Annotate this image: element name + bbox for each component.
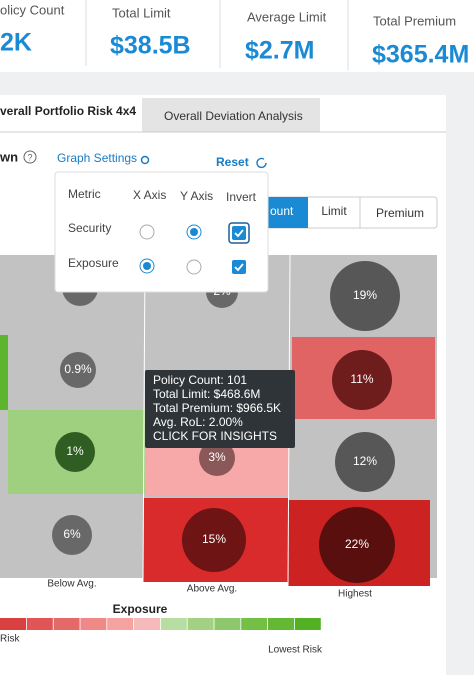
radio[interactable] (186, 259, 202, 275)
tab-active[interactable] (0, 96, 142, 132)
legend-swatch (53, 618, 80, 630)
bubble (199, 440, 235, 476)
stat-value: $38.5B (110, 32, 191, 60)
x-label: Highest (338, 589, 372, 600)
x-label: Above Avg. (187, 584, 237, 595)
legend-swatch (187, 618, 214, 630)
bubble-label: 12% (353, 454, 377, 468)
popup-header: Y Axis (180, 189, 213, 203)
tab-label: verall Portfolio Risk 4x4 (0, 104, 136, 118)
checkbox[interactable] (232, 260, 246, 274)
legend-swatch (26, 618, 53, 630)
bubble (332, 350, 392, 410)
gear-icon (140, 155, 150, 165)
radio[interactable] (139, 224, 155, 240)
stat-label: olicy Count (0, 2, 65, 17)
tab-label: Overall Deviation Analysis (164, 109, 303, 123)
radio-dot (143, 262, 151, 270)
radio-dot (190, 228, 198, 236)
stat-label: Total Limit (112, 5, 171, 20)
legend-label: Lowest Risk (268, 645, 323, 656)
bubble (55, 432, 95, 472)
tooltip[interactable] (145, 370, 295, 448)
x-axis-title: Exposure (113, 602, 168, 616)
legend-swatch (268, 618, 294, 630)
dividers (85, 0, 349, 70)
check (234, 263, 244, 272)
legend-label: Risk (0, 634, 20, 645)
tooltip-line: Total Premium: $966.5K (153, 401, 281, 415)
settings-link[interactable]: Graph Settings (57, 151, 137, 165)
legend-swatch (107, 618, 134, 630)
reset-link[interactable]: Reset (216, 155, 249, 169)
tooltip-line: Avg. RoL: 2.00% (153, 415, 243, 429)
bubble-label: 19% (353, 288, 377, 302)
checkbox-focus (228, 222, 250, 244)
check (234, 229, 244, 238)
stat-label: Average Limit (247, 9, 327, 24)
tooltip-line: CLICK FOR INSIGHTS (153, 429, 277, 443)
checkbox[interactable] (232, 226, 246, 240)
bubble (60, 352, 96, 388)
bubble-label: 6% (63, 527, 81, 541)
bubble (52, 515, 92, 555)
section-title: wn (0, 149, 18, 164)
bubble (182, 508, 246, 572)
toggle-label: ount (270, 204, 294, 218)
legend-swatch (0, 618, 26, 630)
popup-row: Security (68, 221, 111, 235)
bubble-label: 3% (208, 450, 226, 464)
stat-label: Total Premium (373, 13, 456, 28)
bubble-label: 15% (202, 532, 226, 546)
bubble (330, 261, 400, 331)
bubble-label: 1% (66, 444, 84, 458)
tooltip-line: Policy Count: 101 (153, 373, 247, 387)
legend-swatch (214, 618, 241, 630)
help-icon[interactable] (23, 150, 37, 164)
legend-swatch (80, 618, 107, 630)
bubble-label: 22% (345, 537, 369, 551)
reset-icon (256, 157, 267, 169)
legend-swatch (294, 618, 321, 630)
stat-value: $365.4M (372, 41, 469, 69)
popup-header: Invert (226, 190, 257, 204)
stat-value: $2.7M (245, 37, 314, 65)
popup-row: Exposure (68, 256, 119, 270)
help-glyph: ? (27, 152, 32, 162)
bubble (335, 432, 395, 492)
x-label: Below Avg. (47, 579, 96, 590)
cell (0, 335, 8, 410)
tooltip-line: Total Limit: $468.6M (153, 387, 260, 401)
legend-bar (0, 618, 321, 630)
popup-header: Metric (68, 187, 101, 201)
stat-value: 2K (0, 29, 32, 57)
legend-swatch (134, 618, 160, 630)
toggle-label[interactable]: Limit (321, 204, 347, 218)
bubble-label: 11% (350, 372, 373, 386)
stats-bar (0, 0, 474, 72)
bubble (319, 507, 395, 583)
bubble-label: 0.9% (64, 362, 92, 376)
toggle-label[interactable]: Premium (376, 206, 424, 220)
tab[interactable] (142, 98, 320, 132)
popup-header: X Axis (133, 188, 166, 202)
settings-popup (54, 171, 269, 293)
legend-swatch (241, 618, 268, 630)
legend-swatch (160, 618, 187, 630)
